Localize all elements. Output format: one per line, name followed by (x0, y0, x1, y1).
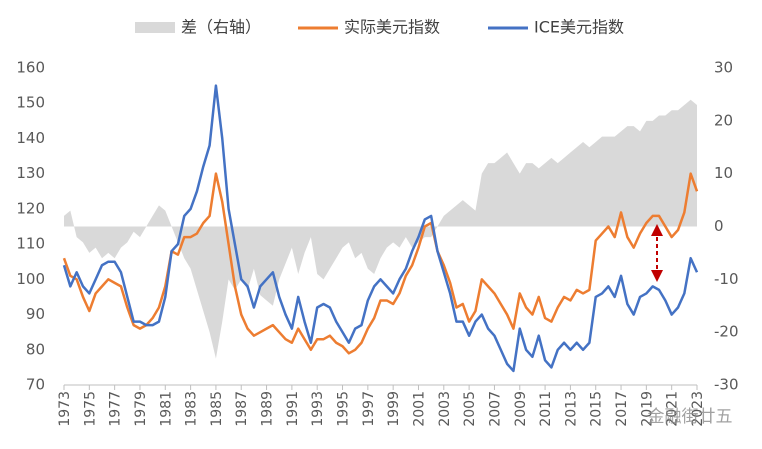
y-tick-label: 140 (16, 129, 45, 147)
x-tick-label: 2001 (411, 391, 427, 427)
x-tick-label: 2003 (437, 391, 453, 427)
y-tick-label: 70 (26, 376, 45, 394)
x-tick-label: 1987 (234, 391, 250, 427)
x-tick-label: 2011 (538, 391, 554, 427)
y-tick-label: 150 (16, 94, 45, 112)
legend-label: 实际美元指数 (344, 18, 440, 37)
x-tick-label: 1979 (133, 391, 149, 427)
y-tick-label: 90 (26, 305, 45, 323)
y-tick-label: 110 (16, 235, 45, 253)
y-tick-label: 120 (16, 199, 45, 217)
x-tick-label: 2007 (487, 391, 503, 427)
x-tick-label: 1993 (310, 391, 326, 427)
y2-tick-label: 10 (714, 164, 733, 182)
x-tick-label: 2015 (589, 391, 605, 427)
y-tick-label: 80 (26, 340, 45, 358)
x-tick-label: 2019 (639, 391, 655, 427)
x-tick-label: 1983 (184, 391, 200, 427)
legend-swatch (135, 22, 175, 33)
x-tick-label: 2017 (614, 391, 630, 427)
y2-tick-label: 0 (714, 217, 724, 235)
y2-tick-label: 20 (714, 111, 733, 129)
legend-label: ICE美元指数 (534, 18, 624, 37)
y2-tick-label: 30 (714, 59, 733, 77)
y2-tick-label: -30 (714, 376, 739, 394)
legend-label: 差（右轴） (181, 18, 261, 37)
x-tick-label: 1977 (108, 391, 124, 427)
watermark: 金融街廿五 (648, 407, 733, 427)
x-tick-label: 2023 (690, 391, 706, 427)
x-tick-label: 2013 (563, 391, 579, 427)
x-tick-label: 2009 (513, 391, 529, 427)
x-tick-label: 1973 (57, 391, 73, 427)
x-tick-label: 1981 (158, 391, 174, 427)
y-tick-label: 100 (16, 270, 45, 288)
x-tick-label: 1997 (361, 391, 377, 427)
x-tick-label: 1989 (260, 391, 276, 427)
x-tick-label: 2005 (462, 391, 478, 427)
y-tick-label: 130 (16, 164, 45, 182)
x-tick-label: 1999 (386, 391, 402, 427)
series-line (62, 84, 699, 373)
x-tick-label: 1975 (82, 391, 98, 427)
x-tick-label: 1995 (336, 391, 352, 427)
x-tick-label: 1985 (209, 391, 225, 427)
x-tick-label: 2021 (665, 391, 681, 427)
y2-tick-label: -20 (714, 323, 739, 341)
y2-tick-label: -10 (714, 270, 739, 288)
difference-area (64, 99, 697, 359)
x-tick-label: 1991 (285, 391, 301, 427)
y-tick-label: 160 (16, 59, 45, 77)
